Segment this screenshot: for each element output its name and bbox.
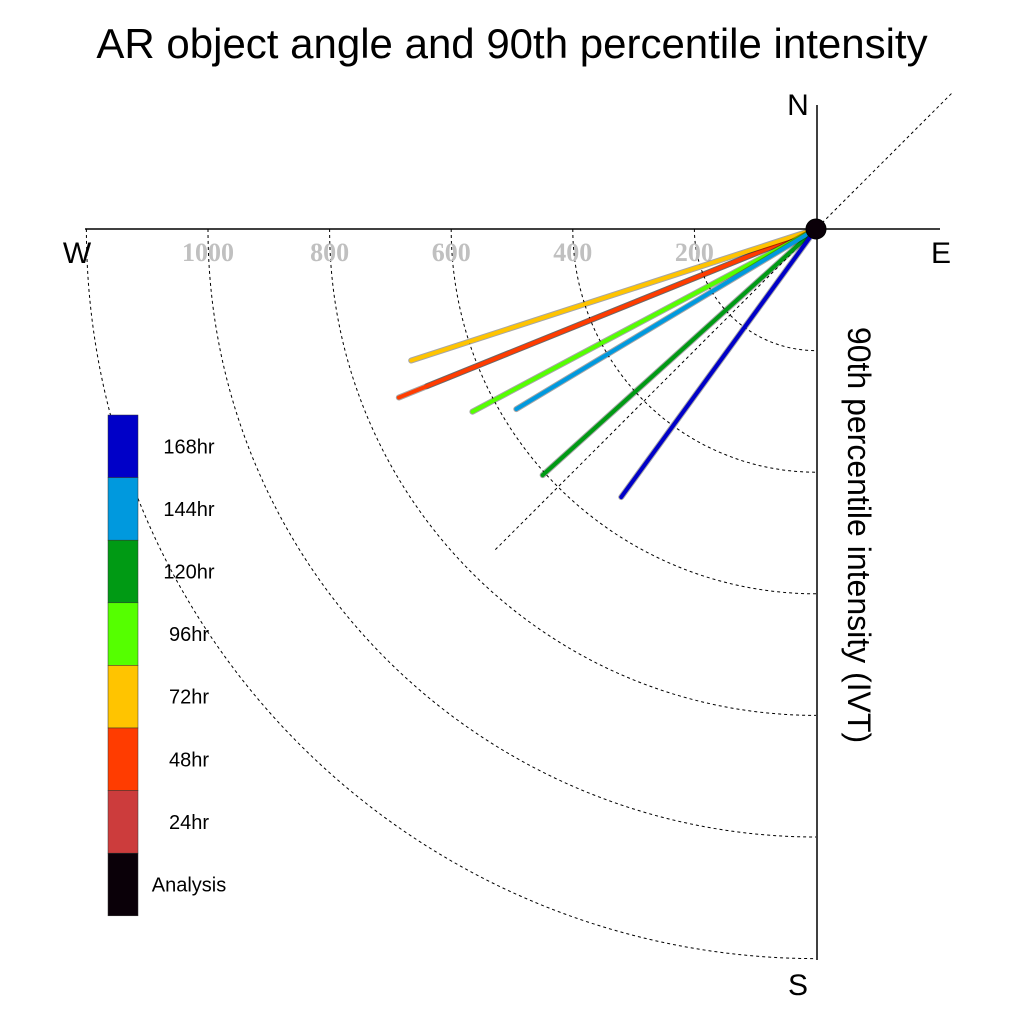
legend-swatch-96hr <box>107 602 139 666</box>
grid-ring-1000 <box>207 228 817 838</box>
compass-south-label: S <box>788 969 808 1002</box>
grid-ring-400 <box>572 228 817 473</box>
y-axis-label: 90th percentile intensity (IVT) <box>841 327 877 743</box>
vector-lines <box>395 226 819 501</box>
legend-label-96hr: 96hr <box>169 624 209 646</box>
legend-swatch-144hr <box>107 477 139 541</box>
tick-label-600: 600 <box>432 238 471 267</box>
diagonal-reference-line <box>493 93 952 552</box>
legend-swatch-analysis <box>107 852 139 917</box>
legend-swatch-120hr <box>107 539 139 604</box>
radial-tick-labels: 200 400 600 800 1000 <box>182 238 714 267</box>
grid-ring-1200 <box>85 228 817 960</box>
compass-west-label: W <box>63 237 92 270</box>
legend-swatch-72hr <box>107 665 139 729</box>
legend-label-analysis: Analysis <box>152 875 226 897</box>
legend-label-72hr: 72hr <box>169 687 209 709</box>
vector-72hr <box>409 227 818 363</box>
grid-ring-200 <box>693 228 817 352</box>
polar-grid <box>85 93 952 960</box>
legend: 168hr 144hr 120hr 96hr 72hr 48hr 24hr Analysis <box>107 414 226 917</box>
origin-marker <box>805 218 827 240</box>
legend-swatch-168hr <box>107 414 139 478</box>
chart-title: AR object angle and 90th percentile inte… <box>96 20 927 67</box>
vector-96hr <box>470 227 818 414</box>
legend-swatch-48hr <box>107 727 139 791</box>
vector-48hr <box>396 227 818 400</box>
compass-north-label: N <box>787 89 809 122</box>
grid-ring-600 <box>450 228 817 595</box>
legend-swatch-24hr <box>107 790 139 854</box>
tick-label-200: 200 <box>675 238 714 267</box>
legend-label-48hr: 48hr <box>169 749 209 771</box>
tick-label-1000: 1000 <box>182 238 234 267</box>
legend-label-24hr: 24hr <box>169 812 209 834</box>
vector-168hr <box>619 227 818 500</box>
tick-label-800: 800 <box>310 238 349 267</box>
legend-label-144hr: 144hr <box>163 499 214 521</box>
grid-ring-800 <box>329 228 817 716</box>
legend-label-168hr: 168hr <box>163 436 214 458</box>
tick-label-400: 400 <box>553 238 592 267</box>
vector-120hr <box>540 227 818 478</box>
compass-east-label: E <box>931 237 951 270</box>
legend-label-120hr: 120hr <box>163 562 214 584</box>
vector-144hr <box>514 227 818 412</box>
